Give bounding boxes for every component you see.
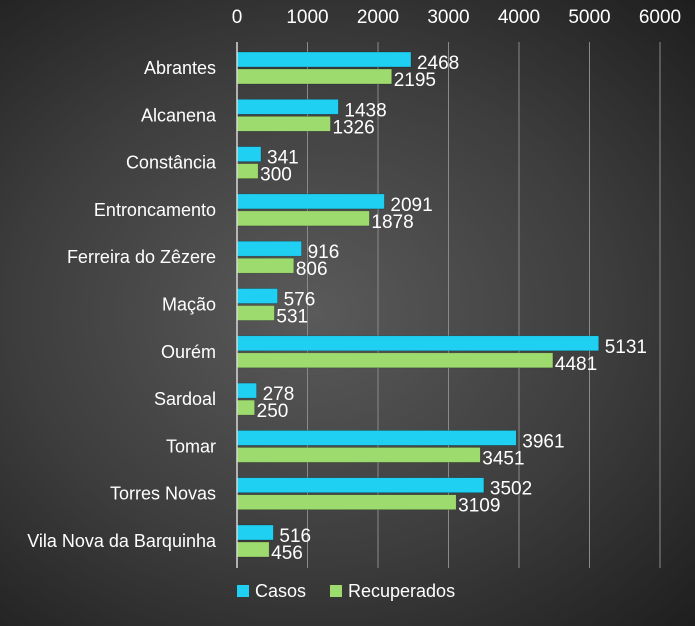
bar-casos (236, 146, 262, 162)
bar-casos (236, 193, 385, 210)
data-label-recuperados: 300 (260, 165, 292, 186)
data-label-casos: 3502 (490, 479, 532, 500)
category-label: Mação (162, 295, 216, 315)
bar-recuperados (236, 494, 457, 511)
data-label-casos: 278 (263, 384, 295, 405)
category-label: Ourém (161, 342, 216, 362)
x-tick-label: 3000 (427, 7, 469, 28)
bar-casos (236, 99, 339, 115)
data-label-recuperados: 456 (271, 543, 303, 564)
bar-recuperados (236, 257, 295, 274)
legend-swatch-recuperados (330, 585, 342, 597)
data-label-recuperados: 531 (276, 307, 308, 328)
x-tick-label: 6000 (639, 7, 681, 28)
chart-legend: Casos Recuperados (237, 581, 455, 601)
bar-recuperados (236, 68, 393, 85)
category-label: Sardoal (154, 389, 216, 409)
data-label-recuperados: 1326 (332, 117, 374, 138)
category-label: Tomar (166, 436, 216, 456)
bar-recuperados (236, 541, 270, 558)
bar-recuperados (236, 399, 255, 416)
chart-bars: 2468219514381326341300209118789168065765… (236, 51, 647, 564)
bar-casos (236, 382, 257, 399)
bar-recuperados (236, 210, 370, 227)
category-label: Ferreira do Zêzere (67, 247, 216, 267)
data-label-casos: 576 (284, 290, 316, 311)
data-label-casos: 1438 (344, 100, 386, 121)
category-labels: Abrantes Alcanena Constância Entroncamento F… (27, 58, 217, 551)
data-label-casos: 2468 (417, 53, 459, 74)
x-axis-ticks: 0 1000 2000 3000 4000 5000 6000 (232, 7, 681, 28)
data-label-casos: 916 (308, 242, 340, 263)
bar-recuperados (236, 305, 275, 321)
data-label-recuperados: 250 (257, 401, 289, 422)
bar-casos (236, 51, 412, 68)
x-tick-label: 0 (232, 7, 243, 28)
legend-label-casos: Casos (255, 581, 306, 601)
category-label: Entroncamento (94, 200, 216, 220)
data-label-recuperados: 2195 (394, 70, 436, 91)
x-tick-label: 2000 (357, 7, 399, 28)
category-label: Vila Nova da Barquinha (27, 531, 217, 551)
data-label-casos: 3961 (522, 431, 564, 452)
bar-casos (236, 524, 274, 541)
data-label-recuperados: 3451 (482, 448, 524, 469)
bar-casos (236, 288, 278, 304)
bar-recuperados (236, 352, 554, 369)
bar-recuperados (236, 163, 259, 179)
bar-recuperados (236, 447, 481, 463)
category-label: Torres Novas (110, 484, 216, 504)
bar-casos (236, 240, 302, 257)
x-tick-label: 4000 (498, 7, 540, 28)
data-label-casos: 2091 (390, 195, 432, 216)
category-label: Alcanena (141, 105, 217, 125)
bar-casos (236, 430, 517, 446)
legend-swatch-casos (237, 585, 249, 597)
bar-casos (236, 335, 600, 352)
bar-recuperados (236, 116, 331, 132)
data-label-recuperados: 3109 (458, 496, 500, 517)
bar-casos (236, 477, 485, 494)
data-label-recuperados: 4481 (555, 354, 597, 375)
data-label-recuperados: 1878 (371, 212, 413, 233)
x-tick-label: 5000 (568, 7, 610, 28)
category-label: Abrantes (144, 58, 216, 78)
data-label-recuperados: 806 (296, 259, 328, 280)
data-label-casos: 341 (267, 148, 299, 169)
x-tick-label: 1000 (286, 7, 328, 28)
category-label: Constância (126, 153, 217, 173)
data-label-casos: 5131 (605, 337, 647, 358)
data-label-casos: 516 (279, 526, 311, 547)
legend-label-recuperados: Recuperados (348, 581, 455, 601)
